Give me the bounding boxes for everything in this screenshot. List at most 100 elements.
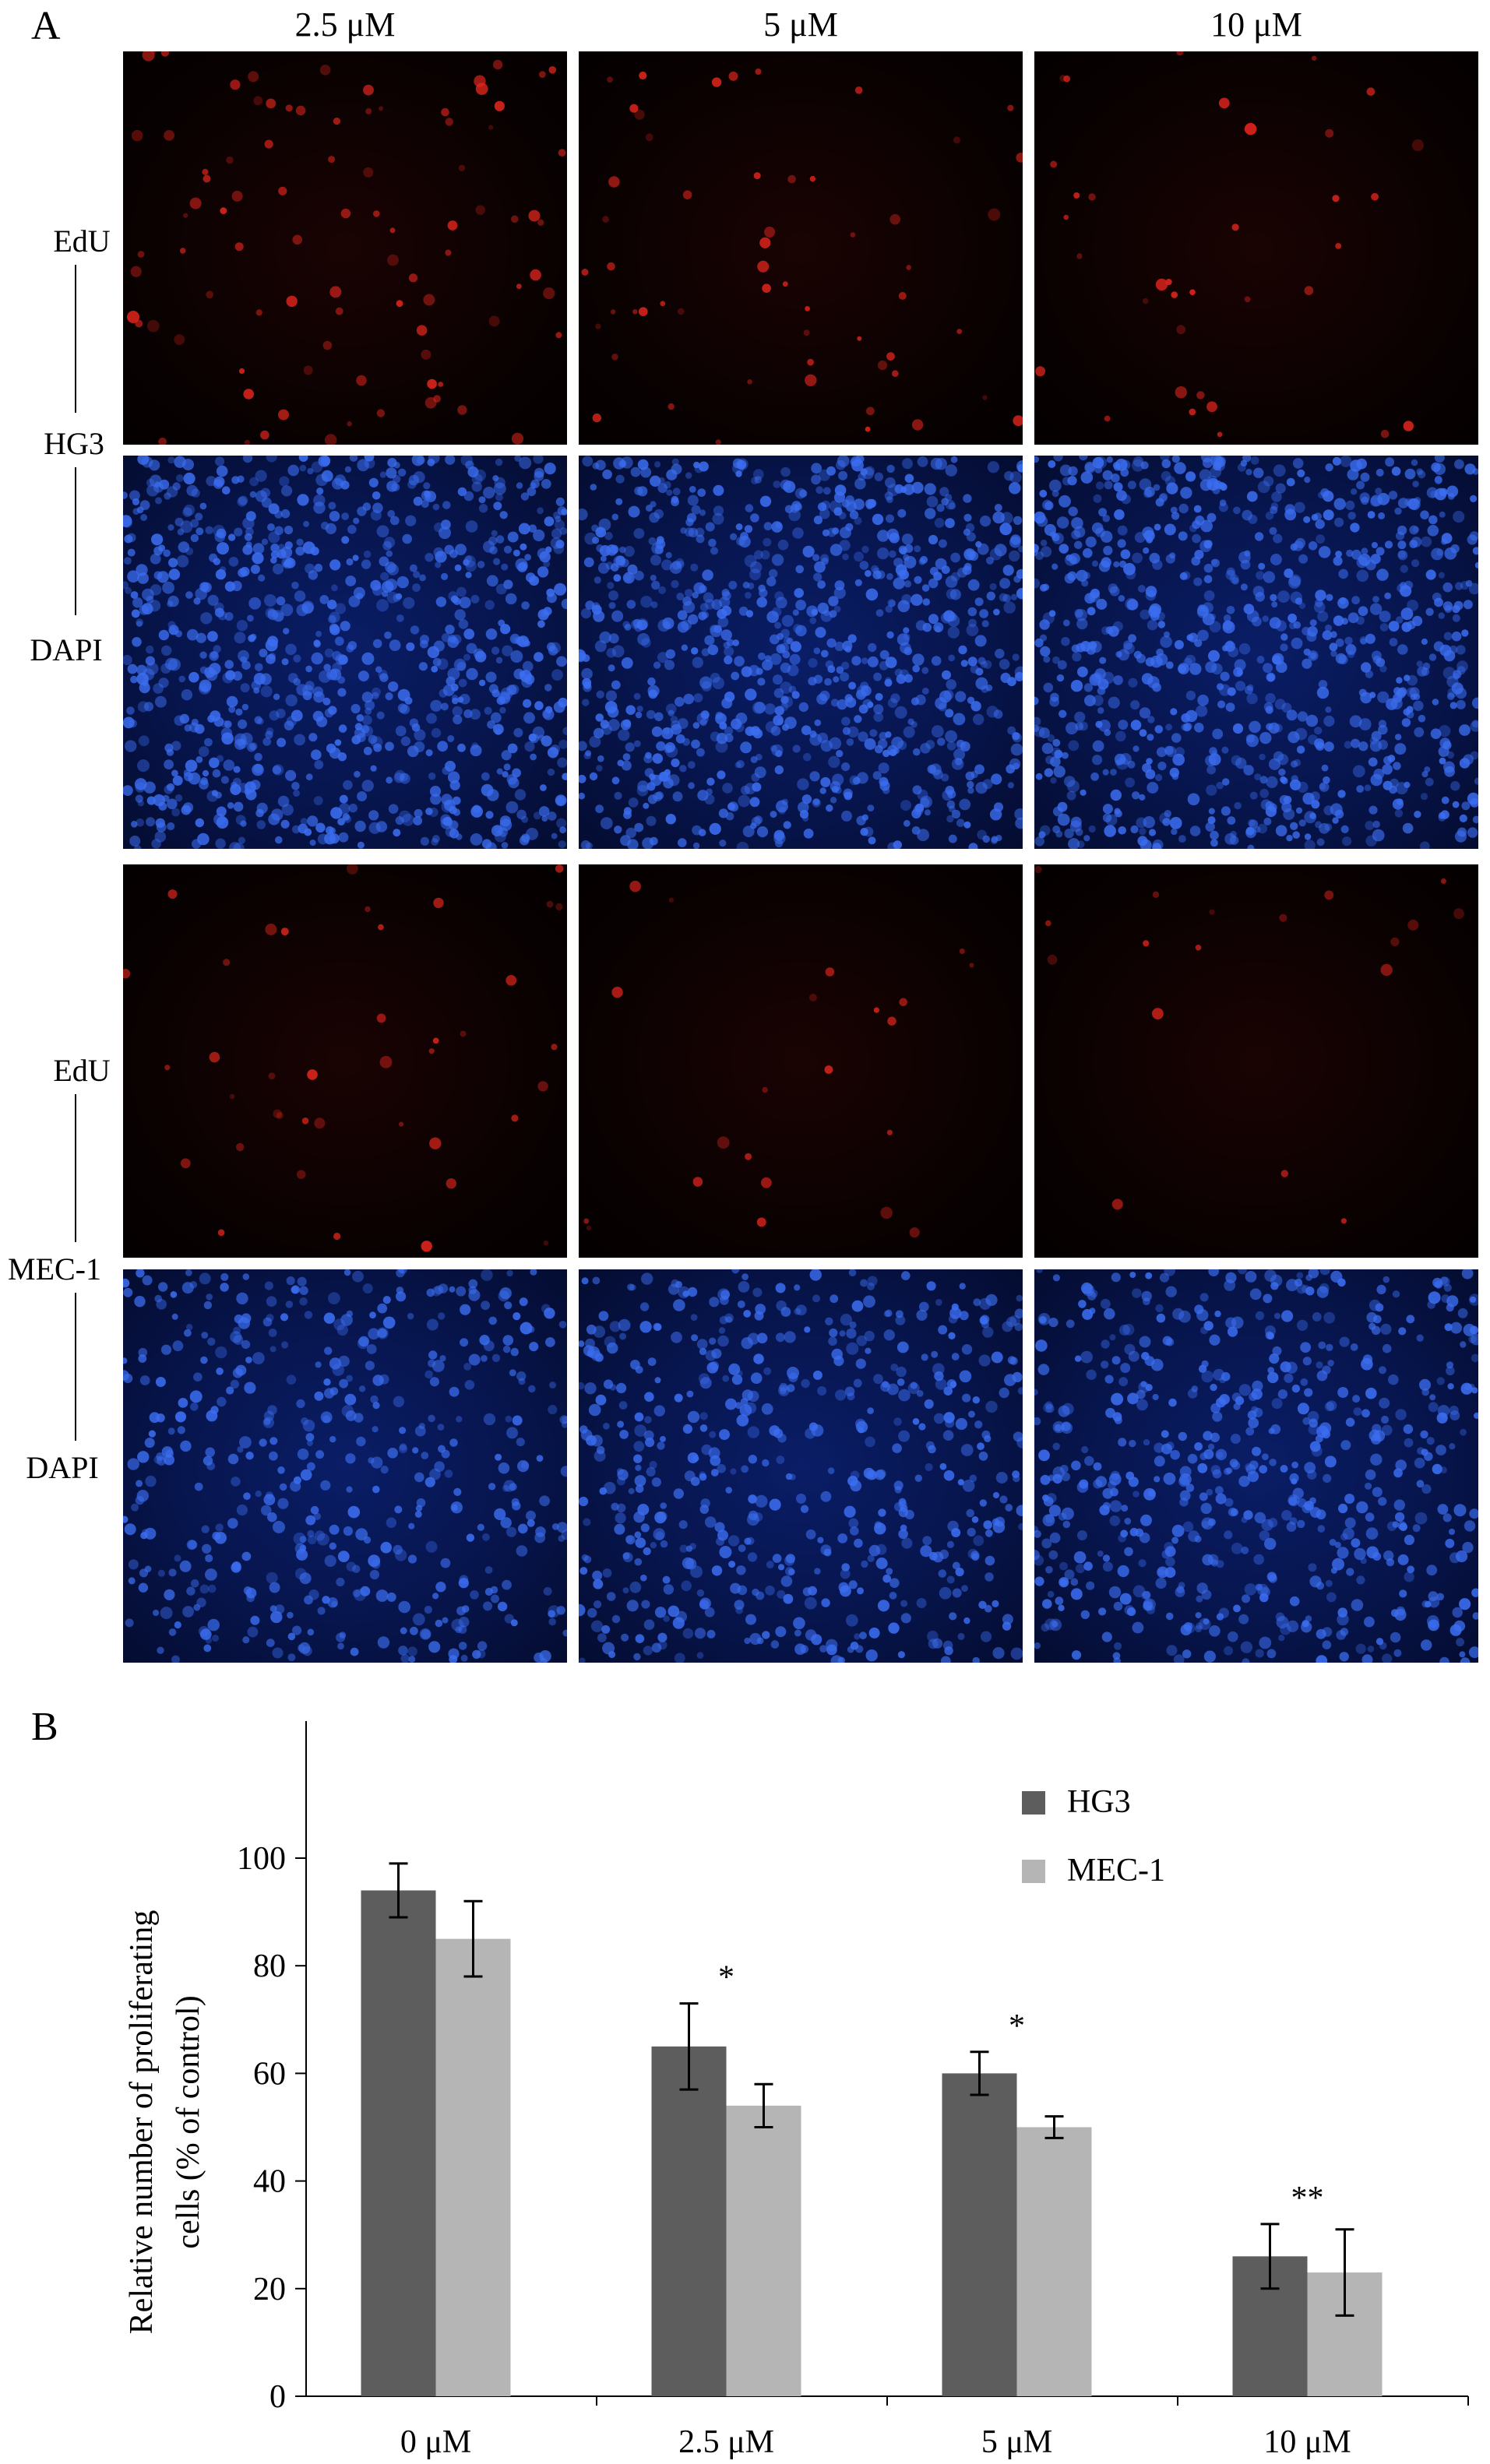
dapi-nucleus — [1326, 593, 1333, 601]
dapi-nucleus — [522, 660, 534, 672]
dapi-nucleus — [168, 1568, 177, 1577]
dapi-nucleus — [184, 1329, 192, 1337]
dapi-nucleus — [655, 1531, 664, 1540]
dapi-nucleus — [412, 1613, 425, 1626]
dapi-nucleus — [143, 702, 154, 712]
edu-nucleus — [1244, 122, 1257, 136]
dapi-nucleus — [665, 551, 672, 559]
dapi-nucleus — [1118, 1533, 1126, 1543]
dapi-nucleus — [1138, 1559, 1147, 1568]
dapi-nucleus — [677, 610, 688, 621]
dapi-nucleus — [502, 1484, 509, 1492]
dapi-nucleus — [752, 1287, 763, 1297]
dapi-nucleus — [650, 1542, 657, 1549]
dapi-nucleus — [1420, 1430, 1428, 1439]
dapi-nucleus — [232, 1368, 243, 1378]
dapi-nucleus — [1105, 814, 1118, 826]
dapi-nucleus — [589, 772, 598, 781]
dapi-nucleus — [551, 1523, 559, 1530]
dapi-nucleus — [315, 1361, 322, 1368]
dapi-nucleus — [1290, 760, 1298, 768]
dapi-nucleus — [167, 822, 175, 831]
dapi-nucleus — [516, 1371, 527, 1382]
dapi-nucleus — [178, 675, 185, 683]
dapi-nucleus — [749, 1632, 762, 1646]
dapi-nucleus — [205, 526, 213, 534]
micrograph-texture — [127, 51, 566, 445]
dapi-nucleus — [1378, 739, 1388, 750]
dapi-nucleus — [182, 507, 192, 517]
dapi-nucleus — [1375, 488, 1383, 495]
dapi-nucleus — [889, 600, 896, 607]
dapi-nucleus — [361, 724, 370, 734]
dapi-nucleus — [1318, 1341, 1326, 1350]
dapi-nucleus — [875, 692, 883, 701]
dapi-nucleus — [963, 821, 971, 829]
dapi-nucleus — [217, 542, 229, 555]
dapi-nucleus — [1074, 608, 1083, 618]
dapi-nucleus — [744, 1637, 751, 1645]
dapi-nucleus — [1365, 1469, 1376, 1480]
dapi-nucleus — [1452, 614, 1460, 622]
dapi-nucleus — [854, 1538, 863, 1548]
dapi-nucleus — [731, 1269, 740, 1274]
dapi-nucleus — [226, 1386, 234, 1395]
dapi-nucleus — [506, 685, 517, 695]
dapi-nucleus — [1330, 650, 1337, 657]
dapi-nucleus — [1394, 743, 1407, 755]
dapi-nucleus — [291, 709, 303, 722]
dapi-nucleus — [229, 842, 241, 849]
dapi-nucleus — [156, 1413, 165, 1423]
dapi-nucleus — [671, 759, 680, 768]
dapi-nucleus — [698, 829, 706, 836]
dapi-nucleus — [1161, 1443, 1172, 1455]
dapi-nucleus — [1179, 572, 1188, 580]
dapi-nucleus — [730, 533, 738, 540]
dapi-nucleus — [898, 1500, 907, 1509]
edu-nucleus — [387, 254, 399, 266]
dapi-nucleus — [960, 1444, 974, 1456]
dapi-nucleus — [200, 612, 213, 625]
dapi-nucleus — [1332, 456, 1341, 466]
dapi-nucleus — [556, 818, 567, 829]
dapi-nucleus — [904, 674, 913, 683]
dapi-nucleus — [975, 667, 984, 676]
dapi-nucleus — [747, 1426, 759, 1438]
dapi-nucleus — [613, 574, 622, 582]
dapi-nucleus — [1016, 587, 1023, 600]
dapi-nucleus — [913, 748, 921, 756]
edu-nucleus — [399, 1121, 404, 1127]
dapi-nucleus — [880, 1382, 891, 1392]
dapi-nucleus — [261, 497, 272, 508]
dapi-nucleus — [1305, 1615, 1312, 1622]
dapi-nucleus — [1009, 758, 1021, 770]
dapi-nucleus — [1398, 1327, 1407, 1336]
dapi-nucleus — [136, 621, 143, 628]
dapi-nucleus — [352, 1565, 361, 1573]
dapi-nucleus — [979, 1316, 988, 1325]
edu-nucleus — [805, 306, 810, 312]
dapi-nucleus — [903, 633, 911, 640]
micrograph-mec1-edu-2.5uM — [123, 864, 567, 1258]
dapi-nucleus — [233, 777, 241, 787]
edu-nucleus — [475, 205, 485, 215]
dapi-nucleus — [1199, 1492, 1208, 1501]
micrograph-mec1-dapi-2.5uM — [123, 1269, 567, 1663]
dapi-nucleus — [329, 668, 342, 681]
edu-nucleus — [803, 329, 810, 336]
dapi-nucleus — [1453, 510, 1465, 523]
dapi-nucleus — [377, 1636, 390, 1649]
dapi-nucleus — [231, 580, 242, 592]
dapi-nucleus — [1404, 1572, 1414, 1582]
dapi-nucleus — [777, 539, 789, 551]
dapi-nucleus — [186, 628, 199, 641]
dapi-nucleus — [763, 1367, 772, 1375]
dapi-nucleus — [1140, 609, 1150, 620]
dapi-nucleus — [267, 523, 275, 531]
dapi-nucleus — [920, 797, 930, 808]
dapi-nucleus — [241, 660, 251, 670]
dapi-nucleus — [1044, 1401, 1053, 1410]
dapi-nucleus — [529, 576, 540, 586]
dapi-nucleus — [1470, 1325, 1478, 1335]
dapi-nucleus — [1098, 720, 1111, 732]
